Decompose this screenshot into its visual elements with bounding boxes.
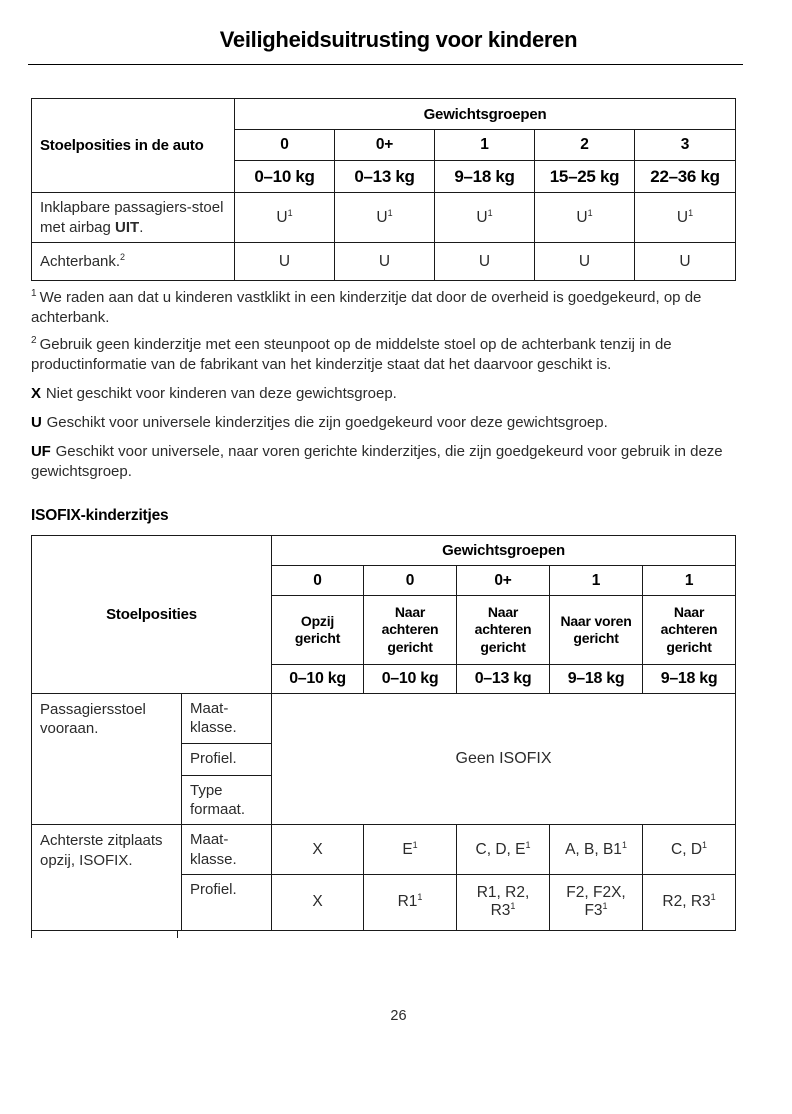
- weight-range: 15–25 kg: [534, 160, 635, 193]
- attribute-label: Type formaat.: [180, 774, 273, 826]
- footnote: 2 Gebruik geen kinderzitje met een steunp…: [31, 335, 672, 374]
- orientation-label: Naar achteren gericht: [642, 595, 737, 665]
- suitability-cell: U: [434, 242, 535, 281]
- weight-range: 22–36 kg: [633, 160, 737, 193]
- attribute-label: Profiel.: [180, 743, 273, 776]
- suitability-cell: U1: [234, 192, 335, 243]
- size-class-cell: C, D1: [642, 824, 737, 875]
- group-label: 3: [633, 129, 737, 161]
- table-row: Stoelposities Gewichtsgroepen: [30, 535, 737, 694]
- seat-position-label: Achterste zitplaats opzij, ISOFIX.: [31, 824, 182, 931]
- attribute-label: Maat-klasse.: [180, 824, 273, 875]
- corner-header: Stoelposities: [30, 535, 273, 694]
- profile-cell: R1, R2, R31: [456, 873, 551, 931]
- table-row: Stoelposities in de auto Gewichtsgroepen: [31, 98, 737, 193]
- suitability-cell: U1: [534, 192, 635, 243]
- seat-position-label: Inklapbare passagiers-stoel met airbag U…: [31, 192, 235, 243]
- group-label: 1: [549, 565, 644, 596]
- weight-range: 9–18 kg: [549, 664, 644, 694]
- table-row: Profiel. X R11 R1, R2, R31 F2, F2X, F31 …: [32, 873, 737, 931]
- size-class-cell: X: [271, 824, 365, 875]
- manual-page: Veiligheidsuitrusting voor kinderen Stoe…: [0, 27, 792, 1024]
- orientation-label: Opzij gericht: [271, 595, 365, 665]
- orientation-label: Naar voren gericht: [549, 595, 644, 665]
- table-row: 0–10 kg 0–13 kg 9–18 kg 15–25 kg 22–36 k…: [32, 160, 737, 193]
- profile-cell: F2, F2X, F31: [549, 873, 644, 931]
- table-row: Opzij gericht Naar achteren gericht Naar…: [32, 595, 737, 665]
- weight-range: 9–18 kg: [434, 160, 535, 193]
- legend-entry: U Geschikt voor universele kinderzitjes d…: [31, 414, 608, 431]
- suitability-cell: U: [334, 242, 435, 281]
- table-row: Achterste zitplaats opzij, ISOFIX. Maat-…: [31, 824, 737, 931]
- table-row: Achterbank.2 U U U U U: [31, 242, 737, 281]
- weight-range: 0–10 kg: [234, 160, 335, 193]
- legend-entry: X Niet geschikt voor kinderen van deze ge…: [31, 385, 397, 402]
- footnote: 1 We raden aan dat u kinderen vastklikt i…: [31, 288, 702, 327]
- group-label: 0+: [334, 129, 435, 161]
- size-class-cell: A, B, B11: [549, 824, 644, 875]
- suitability-cell: U1: [434, 192, 535, 243]
- profile-cell: R11: [363, 873, 458, 931]
- suitability-cell: U: [234, 242, 335, 281]
- group-header: Gewichtsgroepen: [233, 98, 737, 130]
- group-label: 1: [434, 129, 535, 161]
- weight-range: 0–10 kg: [363, 664, 458, 694]
- page-number: 26: [390, 1007, 407, 1024]
- profile-cell: R2, R31: [642, 873, 737, 931]
- table-row: Inklapbare passagiers-stoel met airbag U…: [31, 192, 737, 243]
- group-label: 0+: [456, 565, 551, 596]
- attribute-label: Maat-klasse.: [180, 693, 273, 744]
- isofix-table: Stoelposities Gewichtsgroepen 0 0 0+ 1 1…: [30, 535, 737, 931]
- group-label: 2: [534, 129, 635, 161]
- group-header: Gewichtsgroepen: [271, 535, 737, 566]
- weight-range: 0–13 kg: [456, 664, 551, 694]
- legend-entry: UF Geschikt voor universele, naar voren g…: [31, 443, 723, 480]
- isofix-section-heading: ISOFIX-kinderzitjes: [31, 507, 169, 524]
- group-label: 0: [363, 565, 458, 596]
- profile-cell: X: [271, 873, 365, 931]
- table-row: Type formaat.: [32, 774, 736, 826]
- weight-group-table: Stoelposities in de auto Gewichtsgroepen…: [31, 98, 737, 281]
- seat-position-label: Achterbank.2: [31, 242, 235, 281]
- weight-range: 0–13 kg: [334, 160, 435, 193]
- corner-header: Stoelposities in de auto: [31, 98, 235, 193]
- seat-position-label: Passagiersstoel vooraan.: [31, 692, 182, 826]
- page-title: Veiligheidsuitrusting voor kinderen: [219, 27, 578, 52]
- orientation-label: Naar achteren gericht: [363, 595, 458, 665]
- table-row: 0 0+ 1 2 3: [32, 129, 737, 161]
- group-label: 0: [271, 565, 365, 596]
- suitability-cell: U1: [334, 192, 435, 243]
- size-class-cell: C, D, E1: [456, 824, 551, 875]
- attribute-label: Profiel.: [180, 873, 273, 931]
- orientation-label: Naar achteren gericht: [456, 595, 551, 665]
- group-label: 1: [642, 565, 737, 596]
- table-row: 0–10 kg 0–10 kg 0–13 kg 9–18 kg 9–18 kg: [32, 664, 737, 694]
- footnotes: 1 We raden aan dat u kinderen vastklikt i…: [31, 288, 763, 482]
- table-row: Passagiersstoel vooraan. Maat-klasse. Ge…: [31, 692, 737, 826]
- suitability-cell: U1: [633, 192, 737, 243]
- no-isofix-cell: Geen ISOFIX: [271, 692, 737, 826]
- weight-range: 0–10 kg: [271, 664, 365, 694]
- table-row: Profiel.: [32, 743, 736, 776]
- suitability-cell: U: [534, 242, 635, 281]
- table-continuation-stub: [31, 930, 178, 938]
- suitability-cell: U: [633, 242, 737, 281]
- title-divider: [28, 64, 743, 65]
- size-class-cell: E1: [363, 824, 458, 875]
- weight-range: 9–18 kg: [642, 664, 737, 694]
- group-label: 0: [234, 129, 335, 161]
